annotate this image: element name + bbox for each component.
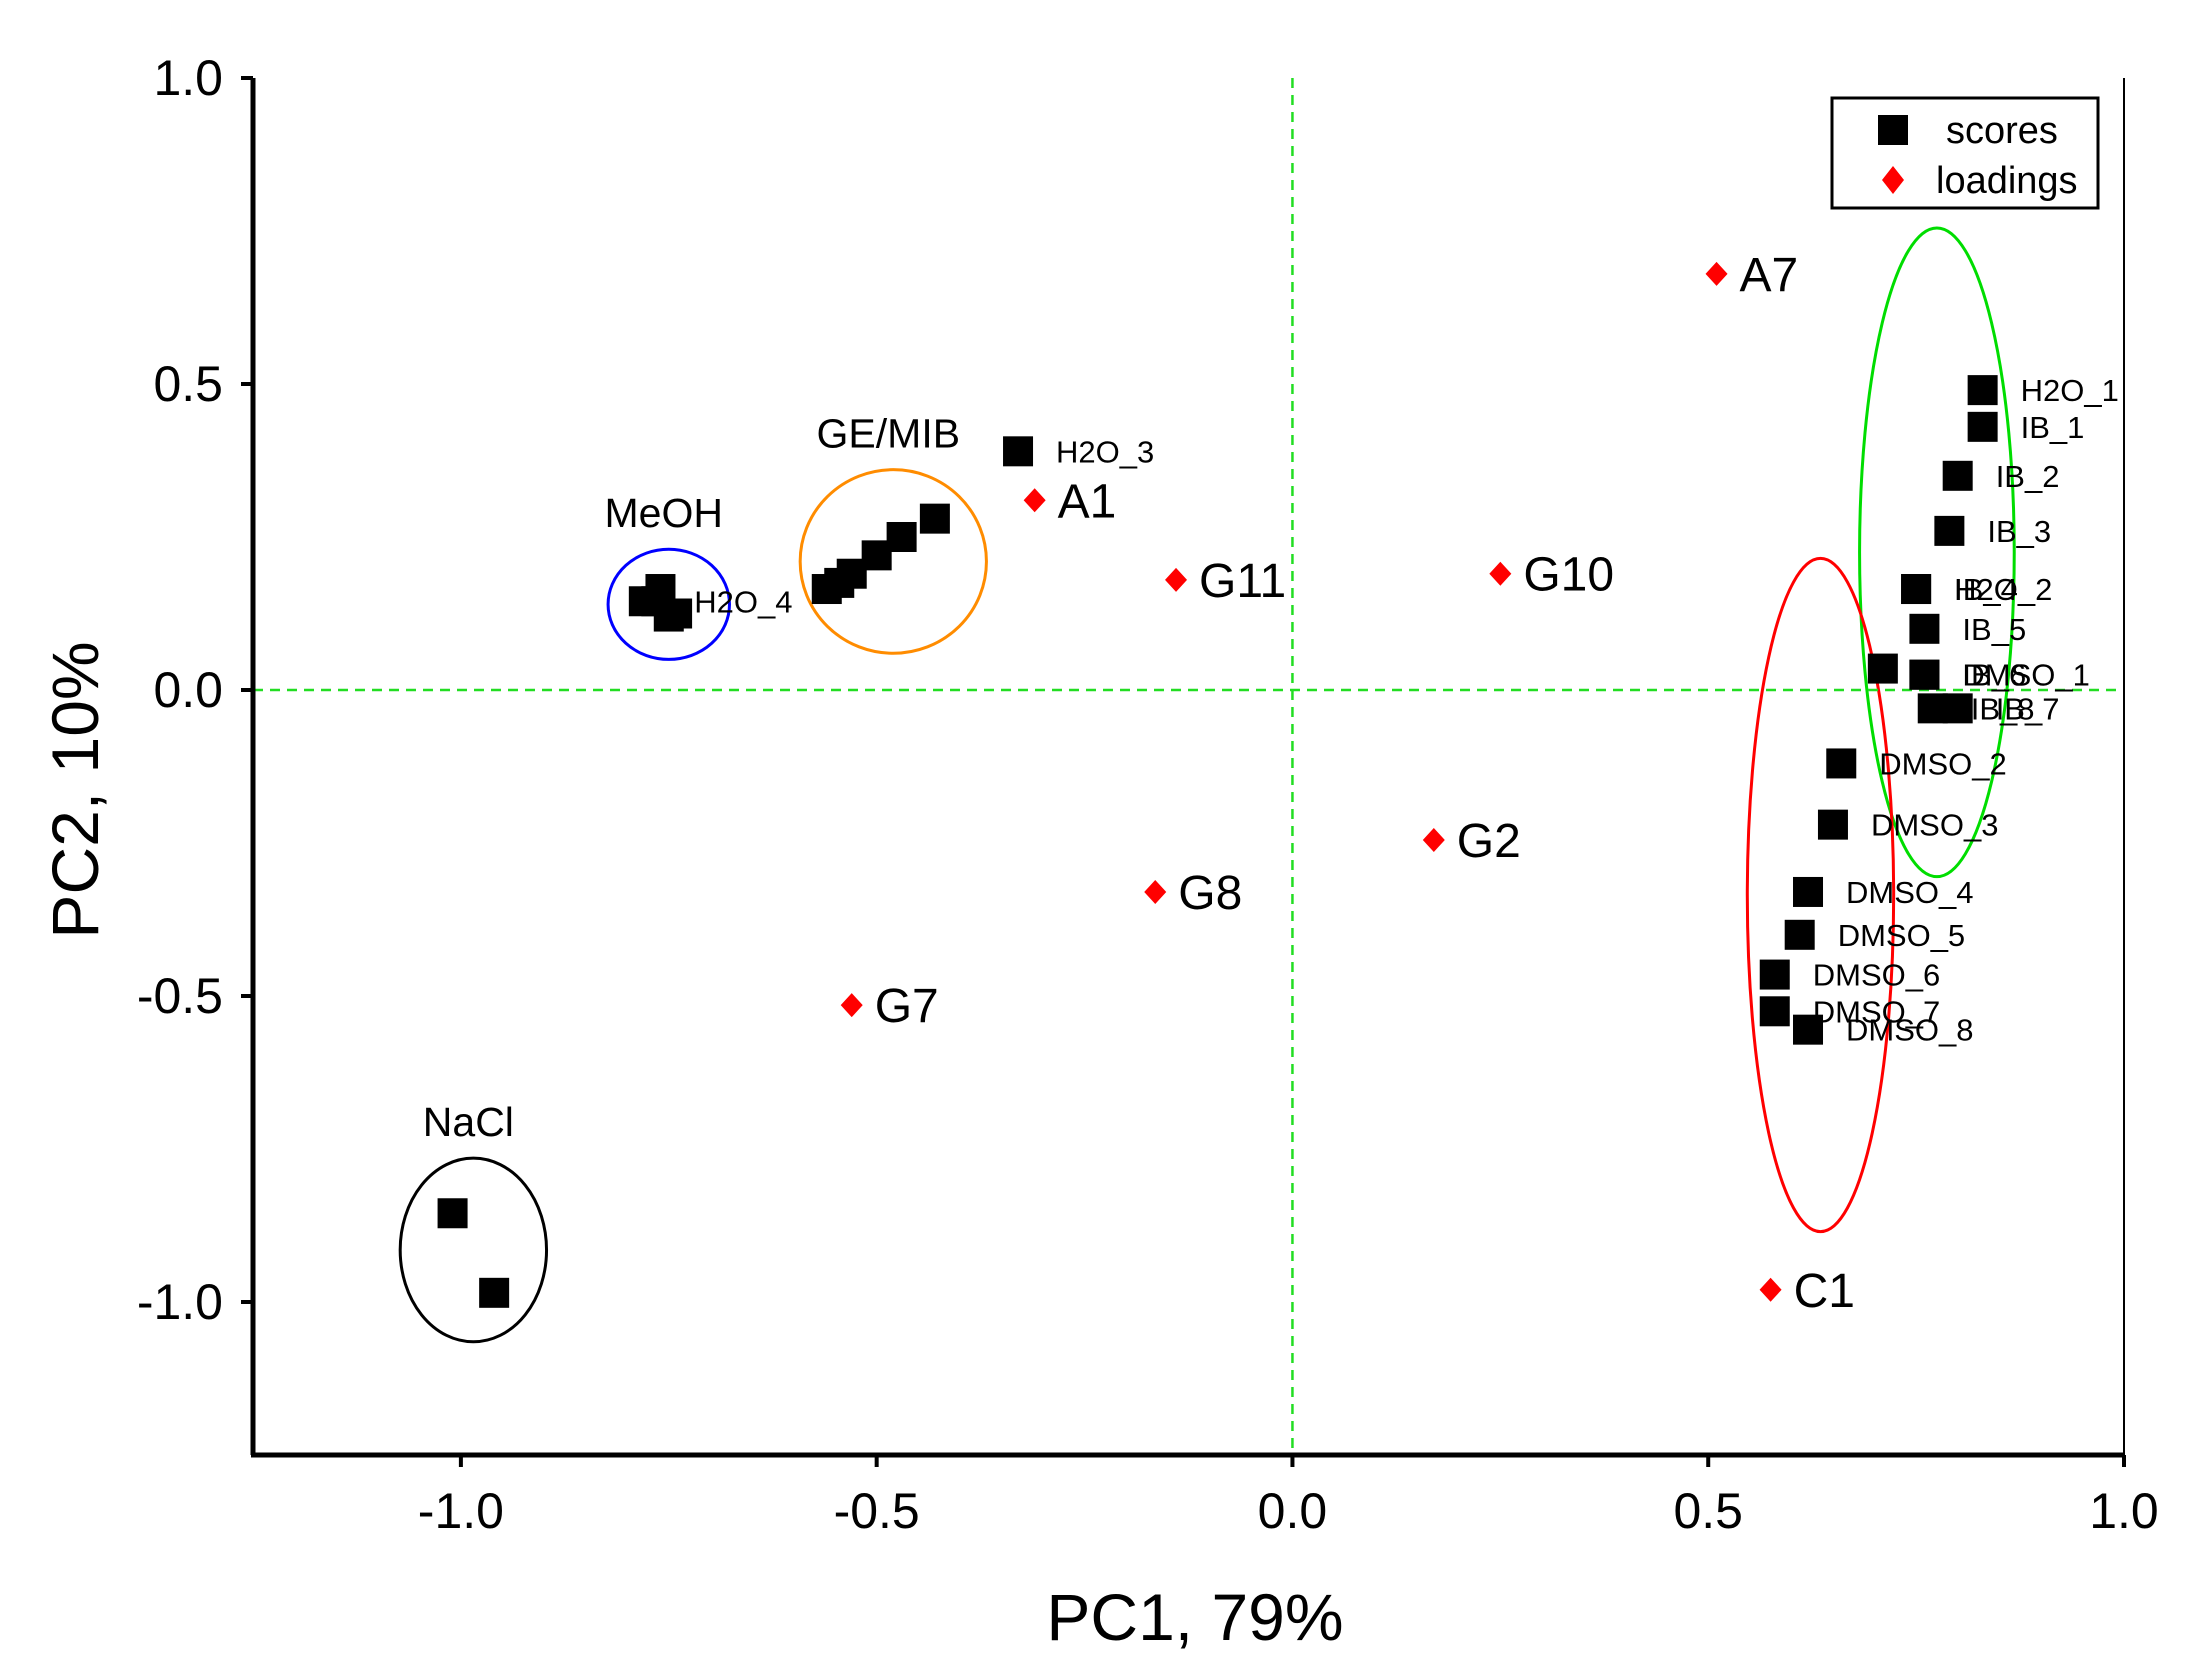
loading-point-label: G8 [1178, 867, 1242, 920]
score-point-label: DMSO_1 [1962, 658, 2089, 693]
y-tick-label: 0.0 [153, 662, 223, 718]
cluster-ellipse-4 [1745, 556, 1896, 1234]
axes [241, 76, 2126, 1467]
score-point-label: IB_6 [1962, 658, 2026, 693]
x-tick-label: 0.5 [1673, 1483, 1743, 1539]
x-tick-label: 0.0 [1258, 1483, 1328, 1539]
cluster-ellipse-1 [798, 468, 988, 655]
score-point-label: DMSO_7 [1813, 994, 1940, 1029]
score-point [1967, 375, 1998, 406]
score-point-label: H2O_3 [1056, 434, 1154, 469]
loading-point [1023, 488, 1046, 513]
data-points [437, 261, 1998, 1308]
cluster-ellipse-0 [606, 547, 731, 661]
score-point [1826, 748, 1857, 779]
group-label: NaCl [423, 1099, 514, 1145]
score-point [1793, 876, 1824, 907]
legend: scores loadings [1830, 96, 2100, 210]
loading-point-label: G7 [875, 980, 939, 1033]
y-tick-label: -1.0 [137, 1274, 223, 1330]
score-point [1917, 693, 1948, 724]
score-point [1817, 809, 1848, 840]
reference-lines [253, 78, 2124, 1455]
tick-labels: -1.0 -0.5 0.0 0.5 1.0 1.0 0.5 0.0 -0.5 -1.0 [137, 50, 2159, 1539]
score-point-label: IB_4 [1954, 572, 2018, 607]
score-point-label: DMSO_5 [1838, 918, 1965, 953]
loading-point-label: G11 [1199, 555, 1286, 608]
loading-point [1705, 261, 1728, 286]
y-tick-label: 1.0 [153, 50, 223, 106]
y-axis-title: PC2, 10% [38, 641, 112, 938]
score-point [437, 1198, 468, 1229]
legend-loadings-marker [1882, 166, 1904, 194]
score-point-label: DMSO_8 [1846, 1013, 1973, 1048]
score-point [1967, 411, 1998, 442]
score-point [1003, 436, 1034, 467]
score-point-label: IB_1 [2021, 410, 2085, 445]
score-point [1759, 959, 1790, 990]
point-labels: H2O_1IB_1 IB_2 IB_3 H2O_2IB_4 IB_5 DMSO_1IB_6… [694, 249, 2119, 1318]
loading-point [1165, 567, 1188, 592]
x-tick-label: -0.5 [834, 1483, 920, 1539]
y-tick-label: 0.5 [153, 356, 223, 412]
loading-point-label: A1 [1058, 475, 1117, 528]
group-label: GE/MIB [817, 411, 961, 457]
score-point-label: H2O_4 [694, 584, 792, 619]
loading-point [840, 993, 863, 1018]
score-point [1867, 653, 1898, 684]
score-point [1942, 460, 1973, 491]
score-point-label: H2O_2 [1954, 572, 2052, 607]
cluster-ellipse-2 [398, 1156, 549, 1344]
loading-point-label: C1 [1794, 1265, 1855, 1318]
score-point [1934, 515, 1965, 546]
score-point-label: IB_3 [1987, 514, 2051, 549]
legend-scores-label: scores [1946, 110, 2058, 152]
loading-point-label: G2 [1457, 815, 1521, 868]
legend-box [1830, 96, 2100, 210]
loading-point [1489, 561, 1512, 586]
cluster-ellipses [398, 226, 2016, 1344]
score-point [1901, 574, 1932, 605]
y-tick-label: -0.5 [137, 968, 223, 1024]
score-point [1793, 1014, 1824, 1045]
score-point-label: IB_7 [1996, 691, 2060, 726]
group-label: MeOH [605, 490, 723, 536]
loading-point [1144, 879, 1167, 904]
score-point [1784, 919, 1815, 950]
score-point [1759, 996, 1790, 1027]
legend-loadings-label: loadings [1936, 160, 2078, 202]
score-point [1909, 613, 1940, 644]
legend-scores-marker [1878, 115, 1908, 145]
score-point-label: DMSO_3 [1871, 808, 1998, 843]
score-point [919, 503, 950, 534]
x-axis-title: PC1, 79% [1046, 1580, 1343, 1654]
score-point-label: DMSO_6 [1813, 958, 1940, 993]
loading-point [1422, 827, 1445, 852]
score-point-label: IB_8 [1971, 691, 2035, 726]
score-point-label: IB_5 [1962, 612, 2026, 647]
x-tick-label: 1.0 [2089, 1483, 2159, 1539]
group-labels: MeOH GE/MIB NaCl [423, 411, 960, 1146]
score-point [662, 598, 693, 629]
score-point-label: DMSO_4 [1846, 875, 1973, 910]
x-tick-label: -1.0 [418, 1483, 504, 1539]
score-point-label: H2O_1 [2021, 373, 2119, 408]
score-point-label: IB_2 [1996, 459, 2060, 494]
score-point [811, 574, 842, 605]
score-point [479, 1277, 510, 1308]
score-point [1909, 659, 1940, 690]
loading-point-label: G10 [1523, 549, 1614, 602]
loading-point-label: A7 [1740, 249, 1799, 302]
score-point-label: DMSO_2 [1879, 746, 2006, 781]
cluster-ellipse-3 [1858, 226, 2016, 879]
loading-point [1759, 1277, 1782, 1302]
